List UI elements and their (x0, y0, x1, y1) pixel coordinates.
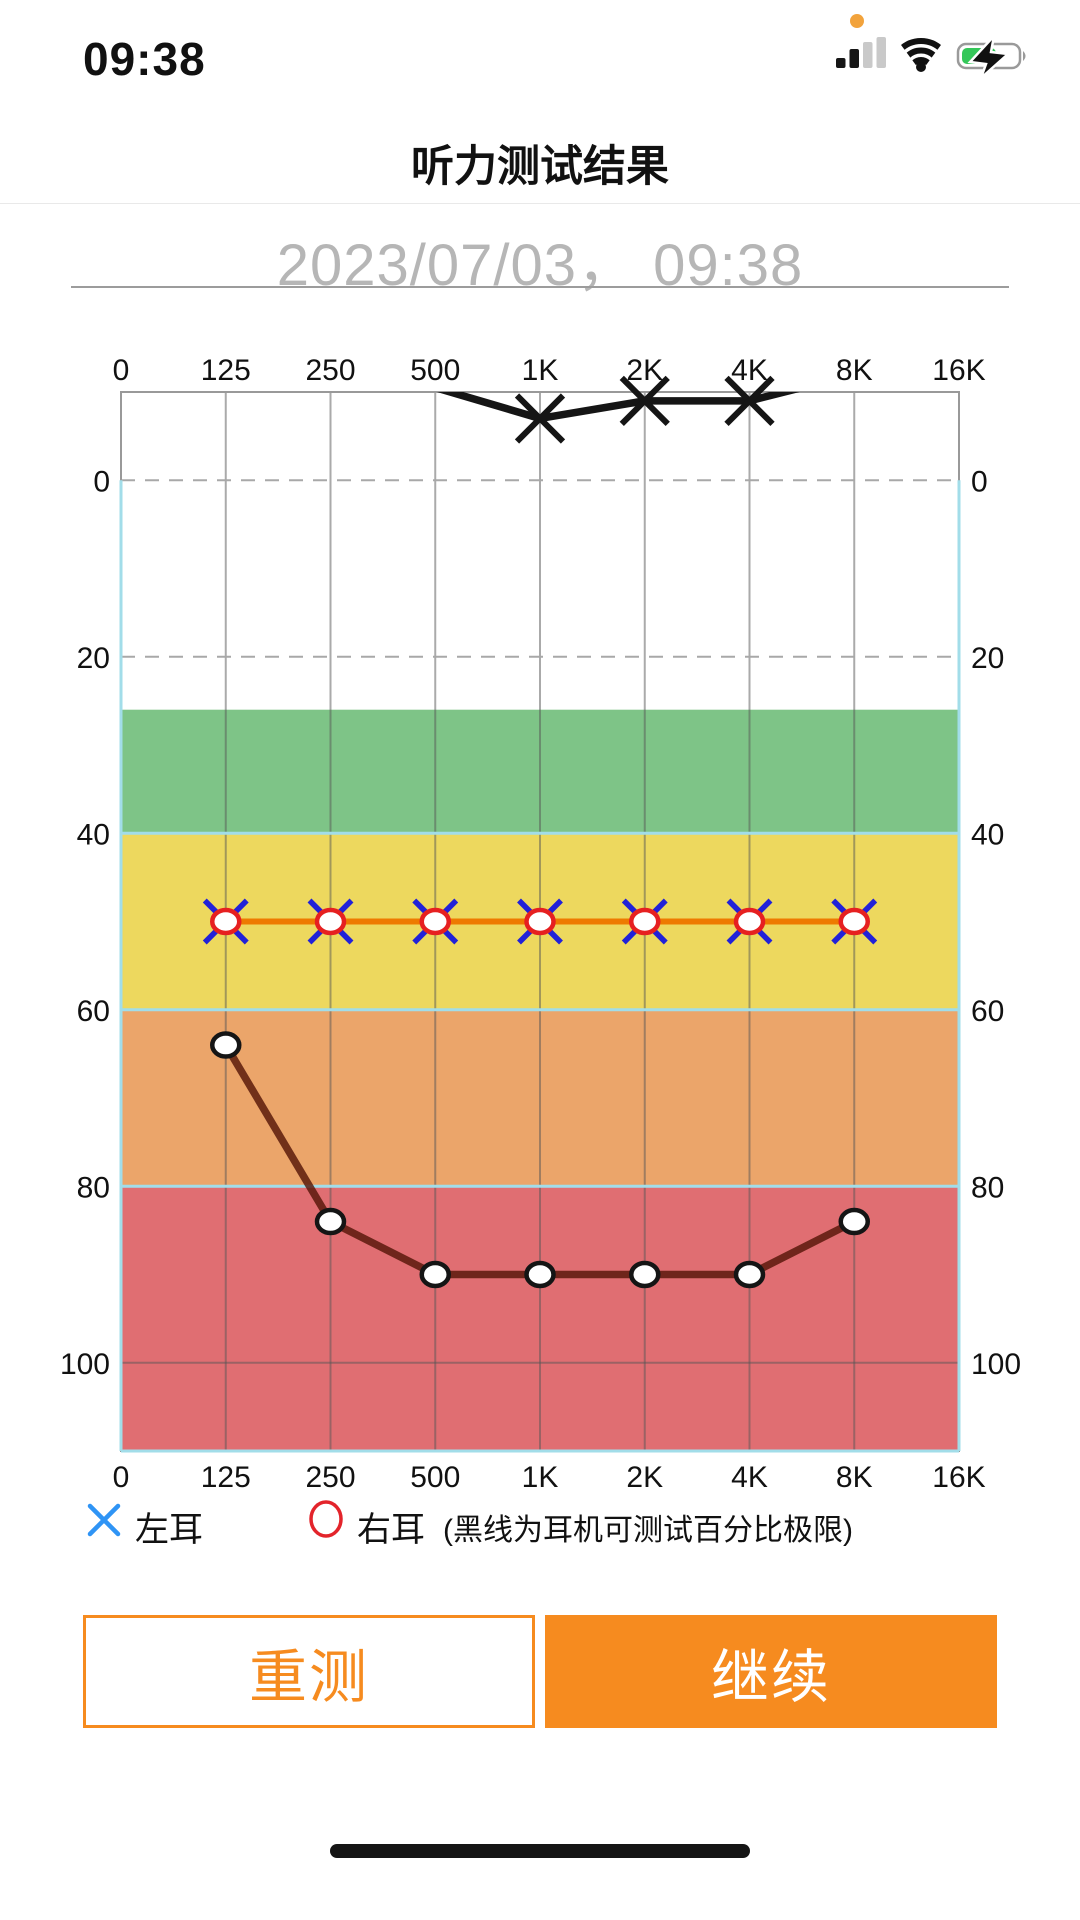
x-tick-bottom: 0 (113, 1461, 130, 1494)
zone-boundaries (119, 480, 961, 1453)
y-tick-right: 60 (971, 995, 1004, 1028)
right-ear-o-marker (524, 907, 556, 936)
x-tick-top: 125 (201, 354, 251, 387)
right-ear-o-marker (733, 907, 766, 936)
left-ear-legend-label: 左耳 (135, 1511, 203, 1549)
y-tick-left: 100 (60, 1348, 110, 1381)
divider (71, 286, 1009, 288)
retest-button[interactable]: 重测 (83, 1615, 535, 1728)
x-tick-top: 250 (305, 354, 355, 387)
x-tick-bottom: 1K (522, 1461, 559, 1494)
right-ear-o-marker (838, 907, 870, 936)
headphone-limit-upper-series (436, 375, 800, 444)
black-line-note: (黑线为耳机可测试百分比极限) (443, 1514, 853, 1547)
headphone-limit-lower-o-marker (629, 1260, 661, 1289)
right-ear-o-marker (210, 907, 242, 936)
headphone-limit-lower-o-marker (210, 1031, 242, 1059)
right-ear-o-marker (419, 907, 451, 936)
y-tick-left: 40 (77, 818, 110, 851)
status-time: 09:38 (83, 33, 206, 85)
headphone-limit-lower-o-marker (419, 1260, 451, 1289)
right-ear-legend-label: 右耳 (357, 1511, 425, 1549)
continue-button[interactable]: 继续 (545, 1615, 997, 1728)
x-tick-top: 16K (932, 354, 985, 387)
headphone-limit-lower-o-marker (733, 1260, 766, 1289)
right-ear-o-marker (314, 907, 347, 936)
right-ear-series (210, 907, 870, 936)
right-ear-circle-icon (309, 1500, 343, 1538)
x-tick-bottom: 4K (731, 1461, 768, 1494)
y-tick-right: 80 (971, 1171, 1004, 1204)
right-ear-o-marker (629, 907, 661, 936)
x-tick-bottom: 2K (626, 1461, 663, 1494)
x-tick-top: 4K (731, 354, 768, 387)
headphone-limit-lower-o-marker (314, 1207, 347, 1236)
y-tick-left: 60 (77, 995, 110, 1028)
headphone-limit-lower-o-marker (524, 1260, 556, 1289)
y-tick-right: 0 (971, 465, 988, 498)
status-icons (836, 31, 1026, 79)
headphone-limit-lower-series (210, 1031, 870, 1289)
x-tick-bottom: 125 (201, 1461, 251, 1494)
y-tick-right: 20 (971, 642, 1004, 675)
battery-charging-icon (956, 31, 1026, 79)
page-title: 听力测试结果 (411, 143, 669, 191)
axis-labels: 0 0 125 125 250 250 500 500 1K 1K 2K 2K 4K 4K 8K 8K 16K 1… (60, 354, 1021, 1494)
y-tick-left: 80 (77, 1171, 110, 1204)
y-tick-right: 100 (971, 1348, 1021, 1381)
x-tick-bottom: 16K (932, 1461, 985, 1494)
x-tick-top: 8K (836, 354, 873, 387)
y-tick-left: 20 (77, 642, 110, 675)
y-tick-left: 0 (93, 465, 110, 498)
x-tick-top: 500 (410, 354, 460, 387)
x-tick-bottom: 8K (836, 1461, 873, 1494)
x-tick-bottom: 250 (305, 1461, 355, 1494)
home-indicator[interactable] (330, 1844, 750, 1858)
x-tick-bottom: 500 (410, 1461, 460, 1494)
recording-indicator-dot (850, 14, 864, 28)
divider (0, 203, 1080, 204)
x-tick-top: 0 (113, 354, 130, 387)
y-tick-right: 40 (971, 818, 1004, 851)
headphone-limit-lower-o-marker (838, 1207, 870, 1236)
left-ear-x-icon (87, 1503, 121, 1537)
x-tick-top: 1K (522, 354, 559, 387)
cellular-signal-icon (836, 37, 886, 68)
x-tick-top: 2K (626, 354, 663, 387)
